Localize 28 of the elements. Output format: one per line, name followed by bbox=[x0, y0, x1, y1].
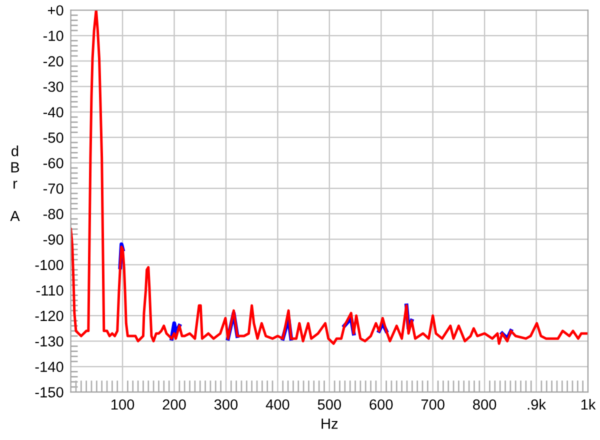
y-tick-label: -10 bbox=[43, 30, 64, 42]
y-tick-label: -100 bbox=[35, 260, 64, 270]
y-tick-label: -70 bbox=[43, 183, 64, 194]
y-tick-label: -140 bbox=[35, 362, 64, 372]
y-tick-label: +0 bbox=[48, 5, 64, 16]
y-tick-label: -60 bbox=[43, 158, 64, 168]
y-tick-label: -90 bbox=[43, 234, 64, 245]
text: dBr A bbox=[10, 146, 20, 222]
y-tick-label: -50 bbox=[43, 132, 64, 143]
y-tick-label: -80 bbox=[43, 208, 64, 220]
y-tick-label: -110 bbox=[36, 285, 64, 296]
y-tick-label: -40 bbox=[43, 107, 64, 118]
x-tick-label: 1k bbox=[581, 398, 596, 410]
y-tick-label: -150 bbox=[35, 387, 64, 398]
y-tick-label: -120 bbox=[35, 310, 64, 322]
x-tick-label: 600 bbox=[370, 399, 393, 410]
y-tick-label: -130 bbox=[35, 336, 64, 347]
x-tick-label: 800 bbox=[473, 399, 496, 410]
y-tick-label: -30 bbox=[43, 82, 64, 92]
y-tick-label: -20 bbox=[43, 56, 64, 66]
x-tick-label: 200 bbox=[162, 399, 186, 410]
x-tick-label: 300 bbox=[214, 399, 238, 410]
x-tick-label: 500 bbox=[318, 399, 341, 410]
x-axis-title: Hz bbox=[322, 418, 338, 429]
x-tick-label: 400 bbox=[266, 399, 290, 410]
x-tick-label: .9k bbox=[528, 398, 546, 410]
x-tick-label: 700 bbox=[421, 399, 444, 410]
x-tick-label: 100 bbox=[111, 399, 134, 410]
